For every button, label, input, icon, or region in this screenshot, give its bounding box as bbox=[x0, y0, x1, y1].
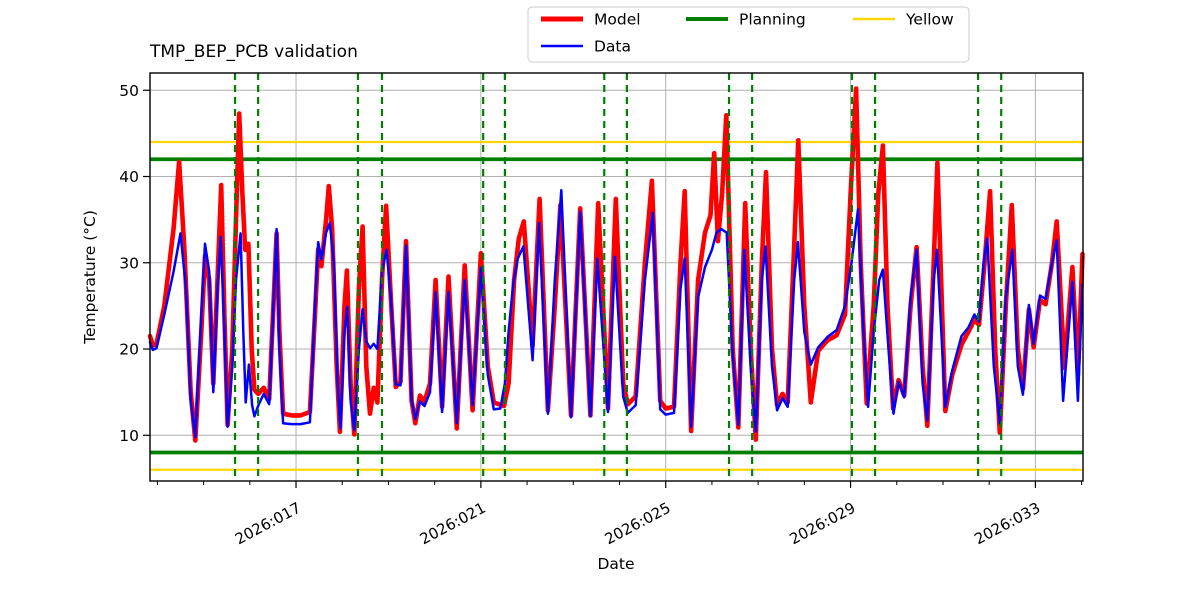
x-tick-label: 2026:029 bbox=[787, 499, 859, 549]
x-tick-label: 2026:017 bbox=[232, 499, 304, 549]
y-tick-label: 40 bbox=[119, 168, 139, 186]
y-tick-label: 10 bbox=[119, 427, 139, 445]
legend: Model Data Planning Yellow bbox=[527, 6, 970, 63]
x-tick-label: 2026:033 bbox=[971, 499, 1043, 549]
legend-label-model: Model bbox=[594, 11, 641, 29]
x-axis-label: Date bbox=[597, 555, 634, 573]
legend-frame bbox=[527, 6, 970, 63]
legend-label-planning: Planning bbox=[739, 11, 806, 29]
legend-label-data: Data bbox=[594, 38, 631, 56]
axes-frame bbox=[149, 72, 1084, 482]
chart-title: TMP_BEP_PCB validation bbox=[149, 42, 358, 62]
y-axis-label: Temperature (°C) bbox=[81, 210, 99, 345]
x-tick-label: 2026:025 bbox=[602, 499, 674, 549]
y-tick-label: 50 bbox=[119, 82, 139, 100]
legend-label-yellow: Yellow bbox=[905, 11, 954, 29]
x-tick-label: 2026:021 bbox=[417, 499, 489, 549]
data-line bbox=[148, 189, 1084, 439]
y-tick-label: 30 bbox=[119, 254, 139, 272]
plot-area: 2026:017 2026:021 2026:025 2026:029 2026:033… bbox=[119, 72, 1085, 549]
y-tick-label: 20 bbox=[119, 341, 139, 359]
